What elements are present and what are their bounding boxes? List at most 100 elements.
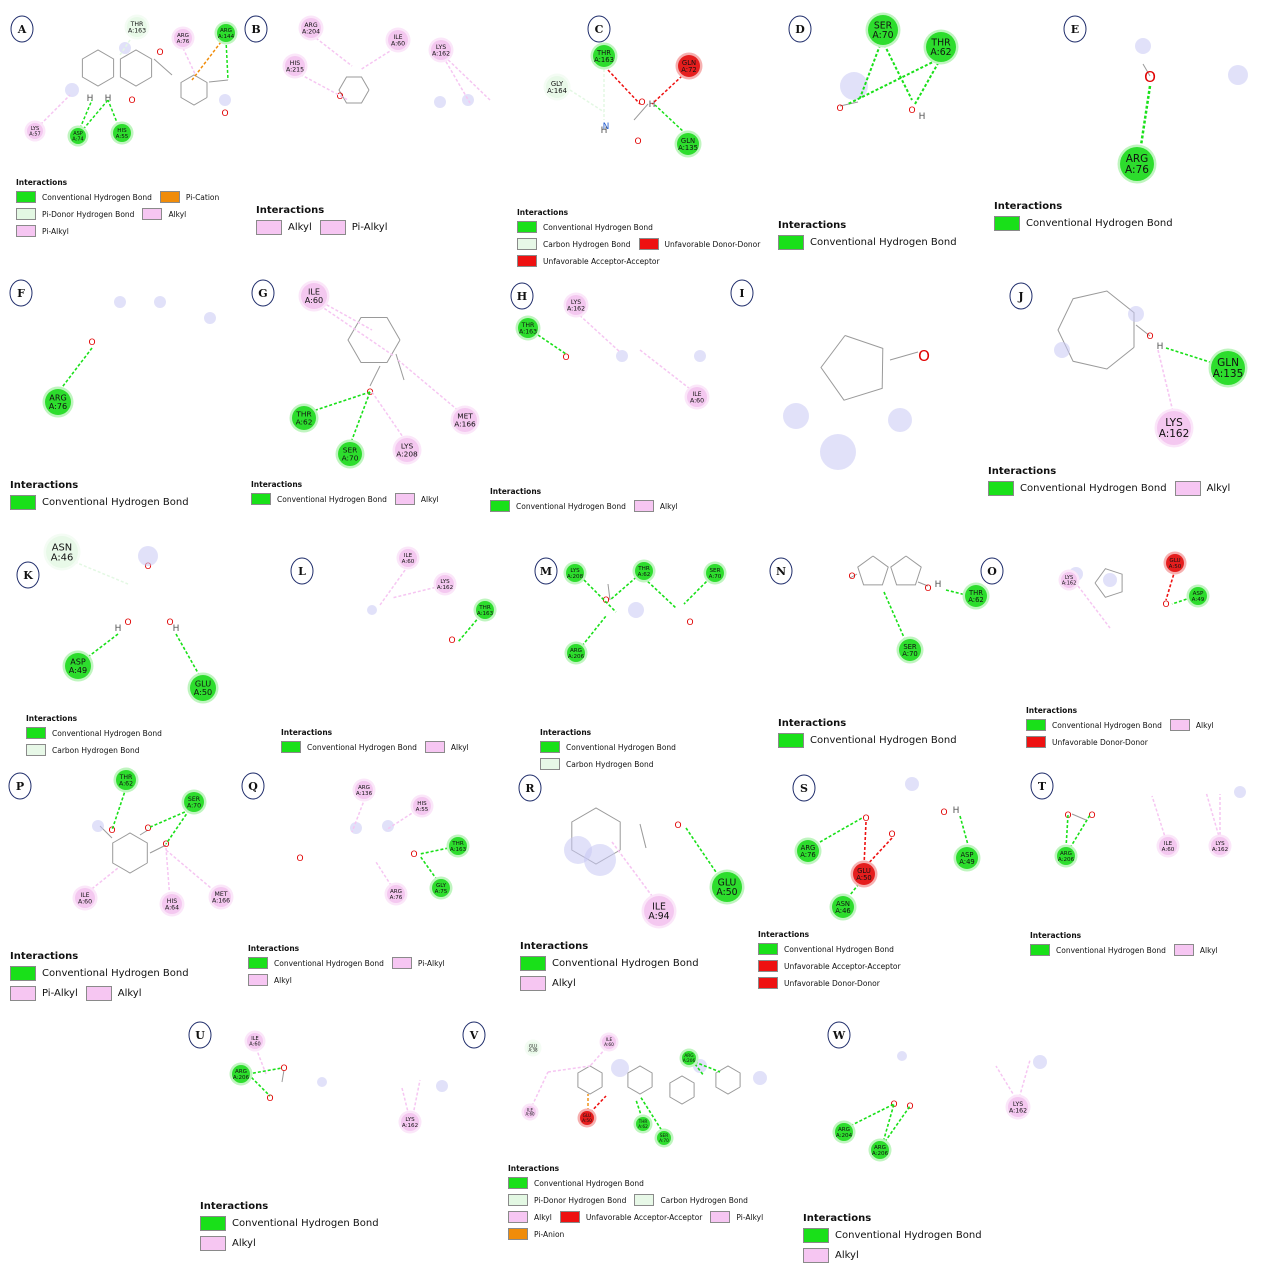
legend-o: Interactions Conventional Hydrogen Bond Al… — [1026, 706, 1266, 753]
atom-halo — [350, 822, 362, 834]
legend-swatch — [803, 1228, 829, 1243]
legend-swatch — [424, 741, 445, 753]
interaction-line — [191, 37, 225, 81]
residue-circle — [46, 536, 78, 568]
residue-label: HIS — [117, 128, 127, 134]
atom-label: O — [88, 338, 95, 348]
atom-label: N — [603, 122, 610, 132]
residue-circle — [832, 896, 854, 918]
residue-label: A:204 — [836, 1133, 853, 1139]
residue-label: A:162 — [1159, 428, 1190, 440]
atom-halo — [219, 94, 231, 106]
atom-label: O — [634, 137, 641, 147]
legend-item: Conventional Hydrogen Bond — [758, 943, 894, 955]
residue-label: ILE — [1164, 841, 1173, 847]
interaction-line — [569, 89, 605, 113]
bond-chain — [347, 317, 401, 363]
bond — [149, 844, 167, 854]
bond — [1142, 63, 1151, 77]
residue-label: A:55 — [116, 134, 129, 140]
panel-letter-b: B — [244, 15, 268, 43]
legend-label: Carbon Hydrogen Bond — [52, 745, 140, 755]
legend-title: Interactions — [520, 941, 589, 952]
residue-label: LYS — [1065, 575, 1073, 581]
letter-badge — [792, 774, 816, 802]
atom-halo — [119, 42, 131, 54]
residue-label: ASP — [70, 657, 86, 667]
residue-label: A:206 — [568, 654, 585, 660]
legend-swatch — [540, 758, 560, 770]
letter-badge — [1063, 15, 1087, 43]
residue-circle — [174, 29, 192, 47]
legend-label: Conventional Hydrogen Bond — [1020, 483, 1167, 494]
legend-swatch — [994, 216, 1020, 231]
legend-v: Interactions Conventional Hydrogen Bond Pi… — [508, 1164, 778, 1245]
legend-item: Conventional Hydrogen Bond — [1030, 944, 1166, 956]
legend-swatch — [256, 220, 282, 235]
legend-swatch — [159, 191, 180, 203]
panel-letter-k: K — [16, 561, 40, 589]
residue-label: A:166 — [454, 419, 476, 428]
interaction-line — [685, 827, 721, 879]
atom-label: O — [280, 1064, 287, 1074]
atom-halo — [611, 1059, 629, 1077]
residue-label: A:60 — [604, 1042, 614, 1048]
legend-items: Conventional Hydrogen Bond Pi-Alkyl Alkyl — [10, 966, 240, 1006]
residue-circle — [527, 1042, 539, 1054]
legend-p: Interactions Conventional Hydrogen Bond Pi… — [10, 951, 240, 1006]
interaction-line — [111, 787, 127, 831]
residue-label: ARG — [1060, 851, 1072, 857]
letter-badge — [788, 15, 812, 43]
legend-swatch — [803, 1248, 829, 1263]
residue-label: SER — [188, 796, 201, 803]
residue-circle — [395, 438, 419, 462]
legend-items: Conventional Hydrogen Bond Carbon Hydroge… — [517, 221, 777, 272]
legend-n: Interactions Conventional Hydrogen Bond — [778, 718, 1018, 753]
interaction-line — [1171, 595, 1197, 605]
atom-label: O — [124, 618, 131, 628]
residue-label: ASN — [836, 900, 850, 908]
legend-title: Interactions — [16, 178, 68, 187]
legend-label: Pi-Alkyl — [736, 1212, 764, 1222]
atom-label: H — [105, 94, 112, 104]
atom-halo — [434, 96, 446, 108]
residue-label: ILE — [251, 1036, 258, 1042]
atom-label: H — [919, 112, 926, 122]
legend-item: Conventional Hydrogen Bond — [988, 481, 1167, 496]
legend-items: Conventional Hydrogen Bond Carbon Hydroge… — [26, 727, 256, 761]
legend-label: Conventional Hydrogen Bond — [277, 494, 387, 504]
letter-badge — [251, 279, 275, 307]
panel-letter-r: R — [518, 774, 542, 802]
legend-label: Unfavorable Acceptor-Acceptor — [585, 1212, 703, 1222]
residue-circle — [657, 1131, 671, 1145]
legend-swatch — [391, 957, 412, 969]
residue-circle — [162, 894, 182, 914]
interaction-line — [859, 39, 883, 99]
residue-circle — [355, 781, 373, 799]
interaction-line — [1151, 795, 1167, 841]
legend-item: Unfavorable Acceptor-Acceptor — [758, 960, 901, 972]
residue-label: ASP — [1193, 591, 1204, 597]
legend-item: Conventional Hydrogen Bond — [1026, 719, 1162, 731]
legend-label: Pi-Alkyl — [417, 958, 445, 968]
legend-items: Conventional Hydrogen Bond Unfavorable Ac… — [758, 943, 1028, 994]
interaction-line — [371, 391, 406, 441]
panel-letter: A — [17, 23, 27, 36]
legend-label: Unfavorable Acceptor-Acceptor — [784, 961, 901, 971]
residue-label: A:60 — [402, 559, 415, 565]
residue-label: A:163 — [450, 847, 467, 853]
residue-label: ARG — [177, 33, 189, 39]
atom-label: O — [336, 92, 343, 102]
legend-item: Carbon Hydrogen Bond — [26, 744, 140, 756]
panel-letter-j: J — [1009, 282, 1033, 310]
letter-badge — [827, 1021, 851, 1049]
